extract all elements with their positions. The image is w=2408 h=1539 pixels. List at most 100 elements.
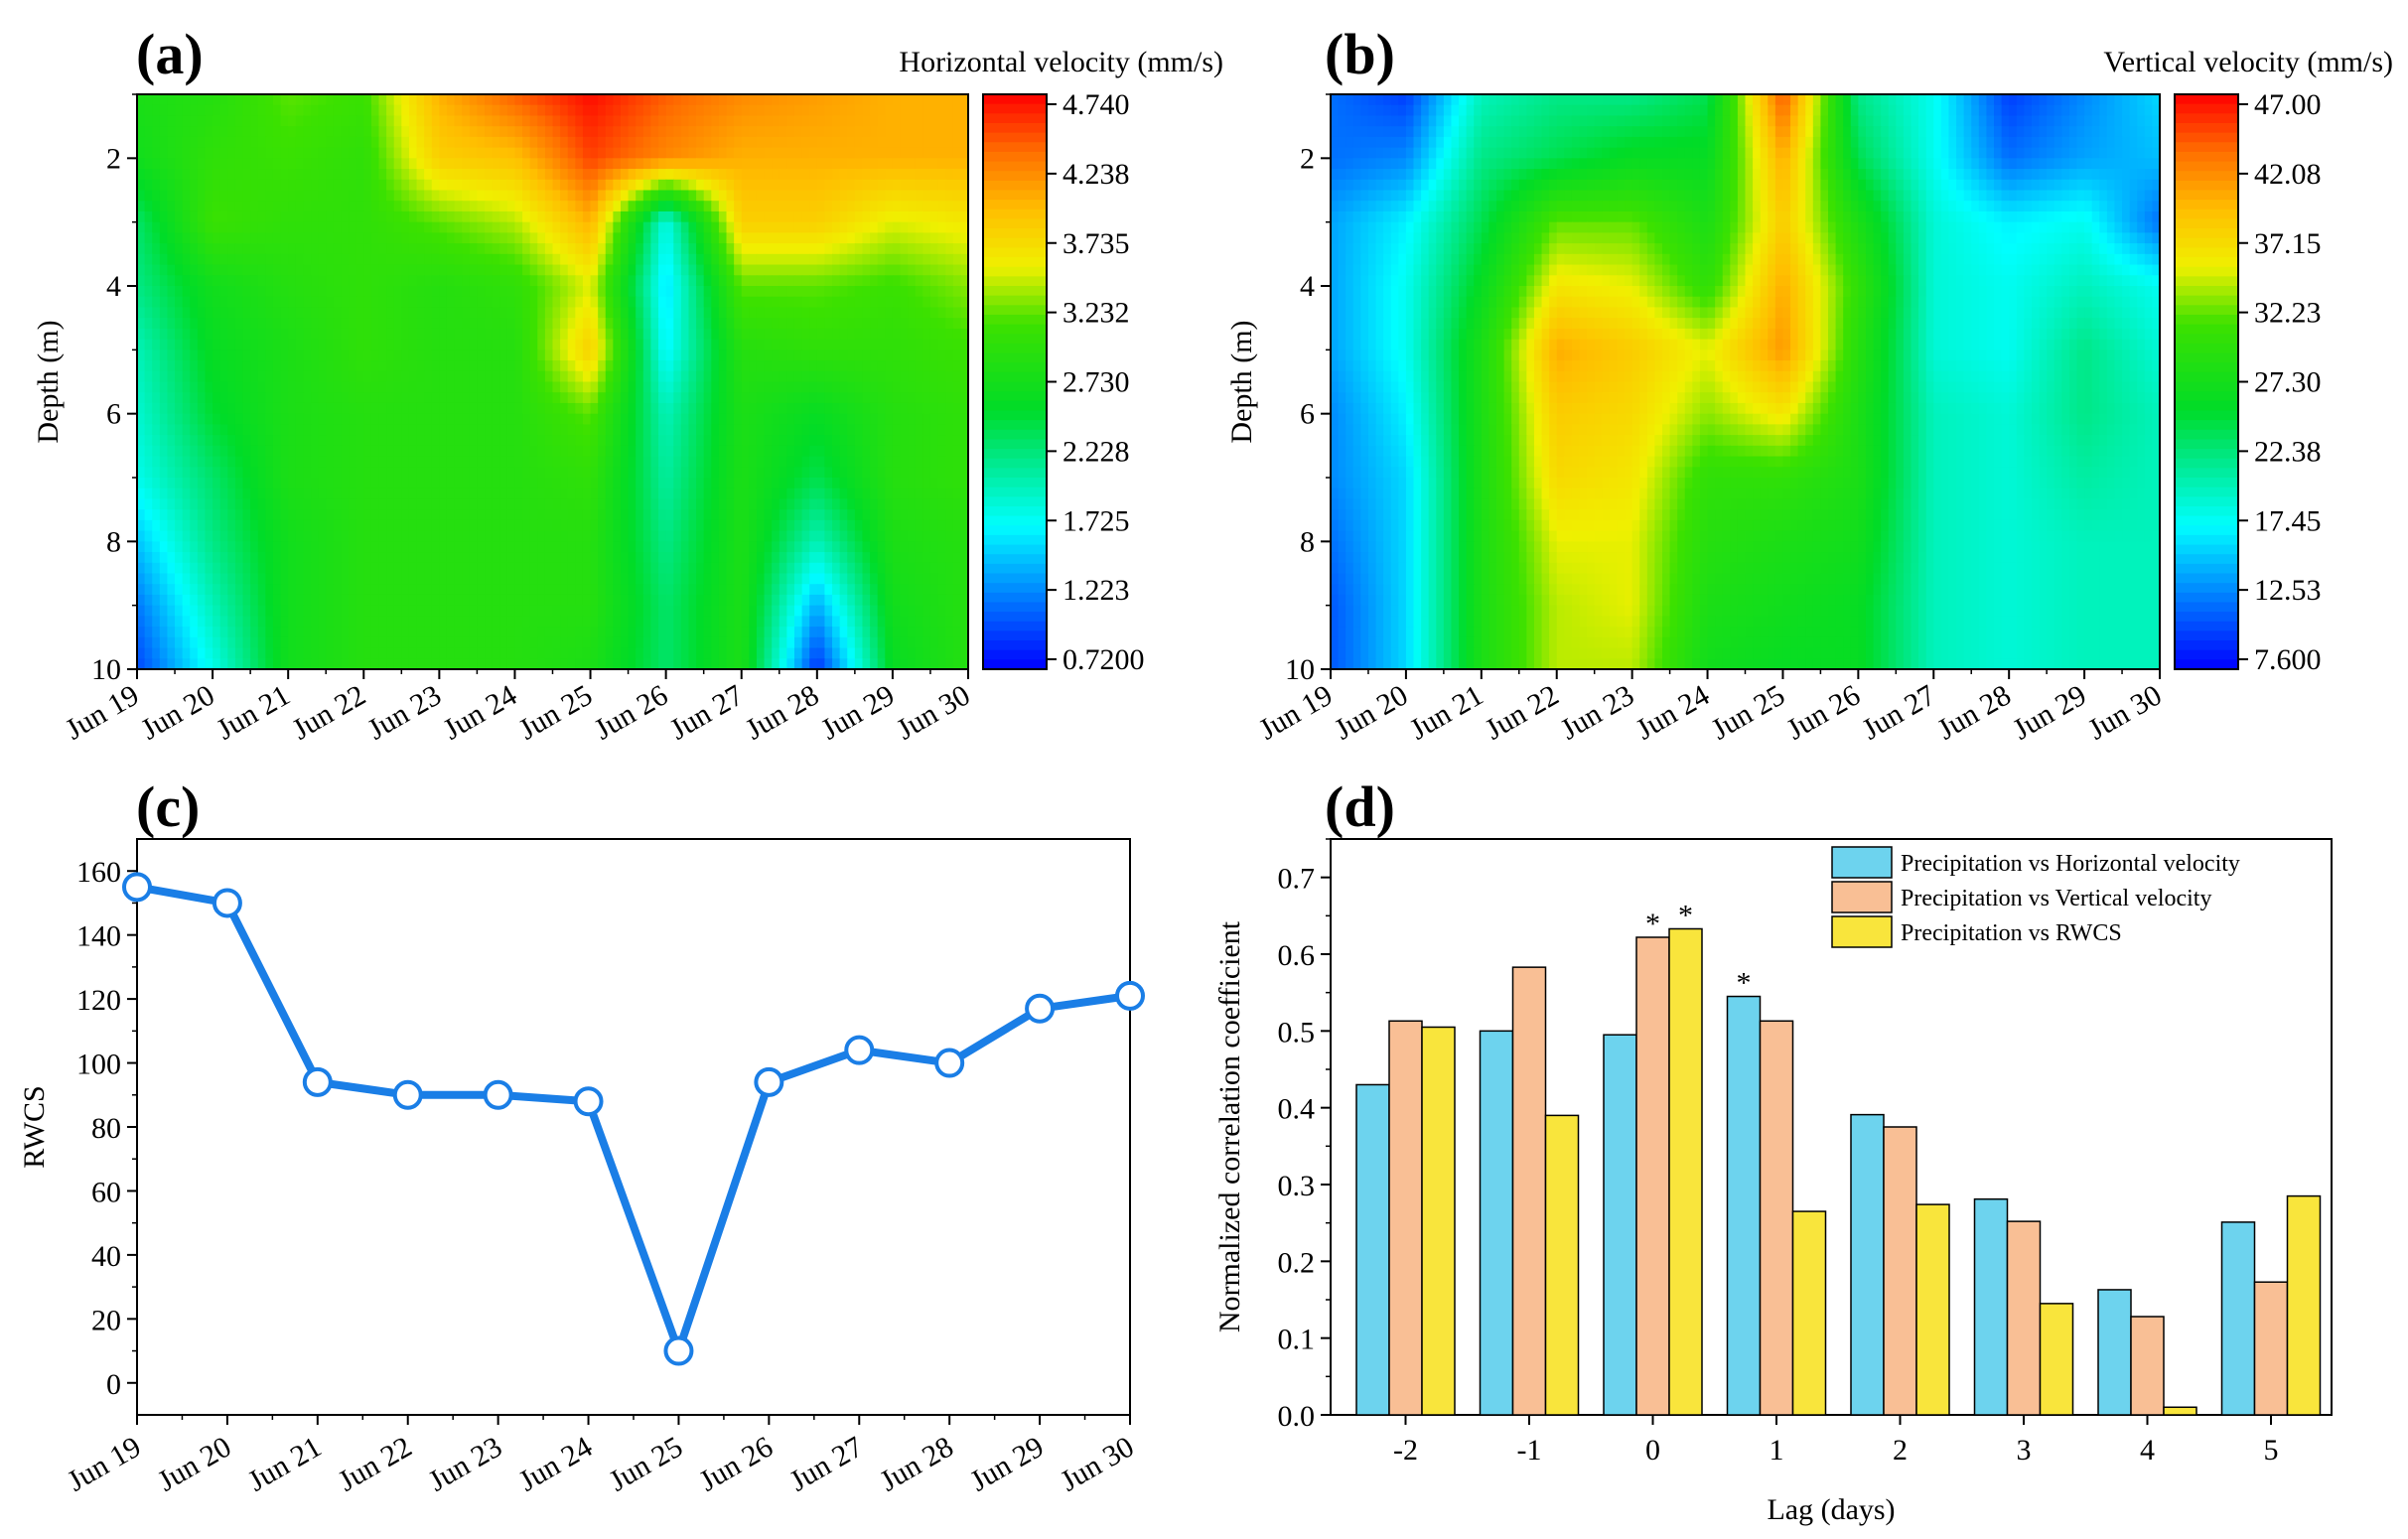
heatmap-cell	[401, 340, 409, 350]
heatmap-cell	[507, 275, 515, 286]
heatmap-cell	[757, 531, 765, 542]
heatmap-cell	[514, 180, 522, 191]
heatmap-cell	[394, 360, 402, 371]
heatmap-cell	[417, 191, 425, 202]
heatmap-cell	[613, 467, 621, 478]
heatmap-cell	[378, 574, 386, 585]
heatmap-cell	[757, 360, 765, 371]
heatmap-cell	[537, 392, 545, 403]
heatmap-cell	[734, 286, 742, 297]
heatmap-cell	[711, 392, 719, 403]
heatmap-cell	[235, 318, 243, 329]
heatmap-cell	[485, 222, 493, 233]
heatmap-cell	[167, 552, 175, 563]
heatmap-cell	[167, 509, 175, 520]
heatmap-cell	[704, 169, 712, 180]
heatmap-cell	[499, 232, 507, 243]
heatmap-cell	[537, 435, 545, 446]
heatmap-cell	[786, 541, 794, 552]
heatmap-cell	[893, 115, 901, 126]
heatmap-cell	[916, 531, 923, 542]
heatmap-cell	[945, 126, 953, 137]
heatmap-cell	[401, 148, 409, 159]
heatmap-cell	[621, 541, 629, 552]
heatmap-cell	[930, 541, 938, 552]
heatmap-cell	[901, 307, 909, 318]
heatmap-cell	[772, 435, 779, 446]
heatmap-cell	[439, 509, 447, 520]
heatmap-cell	[394, 201, 402, 211]
heatmap-cell	[727, 541, 735, 552]
heatmap-cell	[643, 489, 651, 499]
heatmap-cell	[175, 307, 183, 318]
heatmap-cell	[349, 275, 356, 286]
heatmap-cell	[545, 307, 553, 318]
heatmap-cell	[847, 307, 855, 318]
heatmap-cell	[493, 211, 500, 222]
heatmap-cell	[749, 520, 757, 531]
heatmap-cell	[893, 211, 901, 222]
heatmap-cell	[809, 275, 817, 286]
heatmap-cell	[568, 498, 576, 509]
heatmap-cell	[273, 340, 281, 350]
heatmap-cell	[629, 498, 637, 509]
heatmap-cell	[658, 424, 666, 435]
heatmap-cell	[575, 201, 583, 211]
heatmap-cell	[598, 158, 606, 169]
heatmap-cell	[530, 297, 538, 308]
heatmap-cell	[175, 211, 183, 222]
heatmap-cell	[809, 329, 817, 340]
heatmap-cell	[432, 435, 440, 446]
heatmap-cell	[711, 148, 719, 159]
heatmap-cell	[190, 243, 198, 254]
heatmap-cell	[953, 509, 961, 520]
heatmap-cell	[227, 329, 235, 340]
heatmap-cell	[265, 414, 273, 425]
heatmap-cell	[953, 254, 961, 265]
heatmap-cell	[870, 403, 878, 414]
heatmap-cell	[288, 232, 296, 243]
heatmap-cell	[190, 254, 198, 265]
heatmap-cell	[319, 148, 327, 159]
heatmap-cell	[507, 350, 515, 360]
heatmap-cell	[749, 371, 757, 382]
heatmap-cell	[378, 509, 386, 520]
heatmap-cell	[885, 169, 893, 180]
heatmap-cell	[152, 498, 160, 509]
heatmap-cell	[930, 158, 938, 169]
heatmap-cell	[658, 329, 666, 340]
heatmap-cell	[673, 509, 681, 520]
heatmap-cell	[583, 254, 591, 265]
heatmap-cell	[553, 275, 561, 286]
heatmap-cell	[696, 498, 704, 509]
heatmap-cell	[945, 446, 953, 457]
heatmap-cell	[734, 382, 742, 393]
heatmap-cell	[765, 457, 773, 468]
heatmap-cell	[817, 350, 825, 360]
heatmap-cell	[363, 435, 371, 446]
heatmap-cell	[205, 126, 212, 137]
heatmap-cell	[636, 446, 643, 457]
heatmap-cell	[152, 457, 160, 468]
heatmap-cell	[591, 392, 599, 403]
heatmap-cell	[855, 563, 863, 574]
heatmap-cell	[621, 297, 629, 308]
heatmap-cell	[945, 498, 953, 509]
heatmap-cell	[447, 414, 455, 425]
heatmap-cell	[386, 307, 394, 318]
heatmap-cell	[688, 489, 696, 499]
heatmap-cell	[363, 254, 371, 265]
heatmap-cell	[621, 467, 629, 478]
heatmap-cell	[349, 243, 356, 254]
heatmap-cell	[757, 158, 765, 169]
heatmap-cell	[862, 275, 870, 286]
heatmap-cell	[696, 318, 704, 329]
heatmap-cell	[878, 489, 886, 499]
heatmap-cell	[401, 286, 409, 297]
heatmap-cell	[190, 498, 198, 509]
heatmap-cell	[681, 457, 689, 468]
heatmap-cell	[598, 265, 606, 276]
heatmap-cell	[704, 520, 712, 531]
heatmap-cell	[666, 340, 674, 350]
heatmap-cell	[288, 371, 296, 382]
